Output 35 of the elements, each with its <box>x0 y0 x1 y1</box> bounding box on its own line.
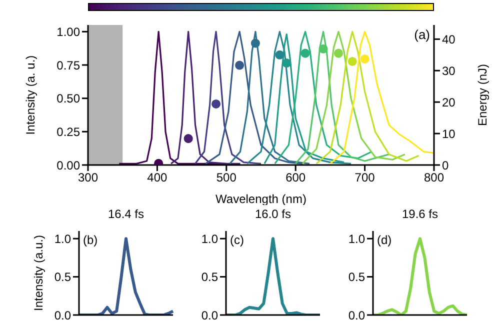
y2-tick-label: 20 <box>442 95 456 110</box>
y-tick-label: 0.5 <box>348 270 366 284</box>
y-tick-label: 0.5 <box>201 270 218 284</box>
y2-tick-label: 0 <box>442 158 449 172</box>
y-tick-label: 0.75 <box>56 58 80 72</box>
y-tick-label: 1.0 <box>54 232 72 246</box>
x-tick-label: 400 <box>147 170 168 185</box>
x-tick-label: 700 <box>354 170 376 185</box>
y-tick-label: 0.0 <box>201 308 218 322</box>
x-tick-label: 800 <box>424 170 444 185</box>
y2-tick-label: 40 <box>442 32 456 46</box>
y-axis-title: Intensity (a. u.) <box>23 55 38 135</box>
y-tick-label: 0.50 <box>56 92 80 106</box>
y2-tick-label: 30 <box>442 64 456 78</box>
x-tick-label: 500 <box>216 170 237 185</box>
annotation: (d) <box>377 233 392 247</box>
y-tick-label: 0.0 <box>54 308 72 322</box>
x-tick-label: 600 <box>286 170 306 185</box>
y-tick-label: 1.0 <box>201 232 218 246</box>
chart-title: 16.0 fs <box>254 207 292 221</box>
y-tick-label: 1.00 <box>56 24 80 39</box>
annotation: (c) <box>230 233 244 247</box>
annotation: (b) <box>83 233 98 247</box>
chart-title: 19.6 fs <box>400 207 440 221</box>
y2-axis-title: Energy (nJ) <box>475 64 490 126</box>
annotation: (a) <box>414 27 430 42</box>
chart-title: 16.4 fs <box>106 207 146 221</box>
y2-tick-label: 10 <box>442 126 456 141</box>
y-tick-label: 0.0 <box>348 308 366 322</box>
y-tick-label: 1.0 <box>348 232 366 246</box>
y-tick-label: 0.25 <box>56 124 80 139</box>
y-tick-label: 0.5 <box>54 270 72 284</box>
x-tick-label: 300 <box>78 170 98 185</box>
y-tick-label: 0.00 <box>56 158 80 172</box>
y-axis-title: Intensity (a.u.) <box>31 234 46 312</box>
